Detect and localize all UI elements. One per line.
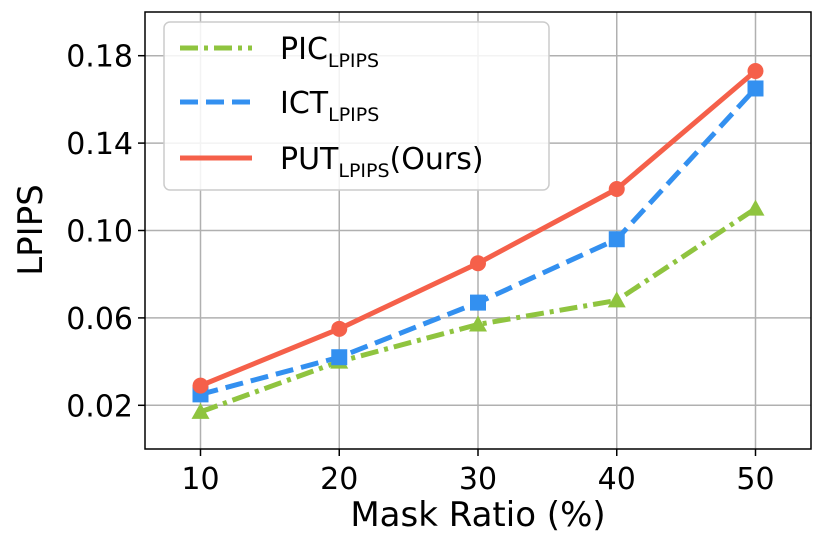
legend-box: [163, 21, 550, 191]
y-tick-label: 0.10: [66, 215, 133, 250]
series-put: [192, 62, 764, 394]
legend-label-ict: ICTLPIPS: [280, 86, 379, 126]
series-line-pic: [199, 206, 757, 415]
x-axis-title: Mask Ratio (%): [350, 495, 605, 533]
y-tick-label: 0.06: [66, 302, 133, 337]
x-axis-ticks: 10 20 30 40 50: [181, 449, 775, 497]
y-tick-label: 0.02: [66, 389, 133, 424]
x-tick-label: 40: [598, 462, 636, 497]
y-tick-label: 0.14: [66, 127, 133, 162]
x-tick-label: 10: [181, 462, 219, 497]
x-tick-label: 20: [320, 462, 358, 497]
x-tick-label: 50: [736, 462, 774, 497]
series-layer: [191, 62, 765, 419]
data-point-pic: [746, 199, 765, 216]
data-point-put: [747, 62, 764, 79]
x-tick-label: 30: [459, 462, 497, 497]
y-axis-ticks: 0.02 0.06 0.10 0.14 0.18: [66, 40, 145, 424]
data-point-pic: [607, 291, 626, 308]
data-point-put: [608, 180, 625, 197]
data-point-put: [470, 255, 486, 272]
data-point-pic: [469, 315, 487, 332]
data-point-pic: [191, 402, 210, 419]
data-point-ict: [470, 294, 486, 311]
legend-label-put: PUTLPIPS(Ours): [280, 142, 484, 182]
data-point-ict: [608, 231, 625, 248]
y-axis-title: LPIPS: [11, 184, 51, 276]
data-point-put: [192, 377, 209, 394]
legend: PICLPIPS ICTLPIPS PUTLPIPS(Ours): [163, 21, 550, 191]
data-point-put: [331, 320, 348, 337]
y-tick-label: 0.18: [66, 40, 133, 75]
data-point-ict: [331, 349, 348, 366]
legend-label-pic: PICLPIPS: [280, 32, 379, 72]
data-point-ict: [747, 80, 764, 97]
